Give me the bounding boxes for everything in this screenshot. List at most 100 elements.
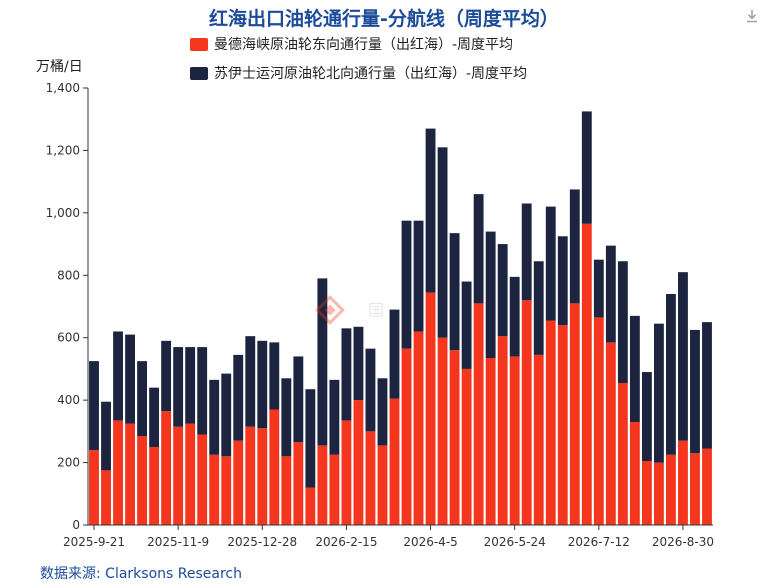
bar-mandeb [293,442,304,525]
bar-mandeb [209,454,220,525]
bar-mandeb [593,317,604,525]
bar-mandeb [197,434,208,525]
bar-suez [617,261,628,383]
bar-suez [533,261,544,355]
bar-mandeb [149,446,160,525]
bar-suez [437,147,448,338]
bar-suez [173,347,184,427]
bar-suez [401,220,412,349]
watermark-logo: 国 [315,295,384,325]
bar-suez [221,373,232,457]
y-tick-label: 1,200 [46,143,80,157]
bar-suez [137,361,148,437]
x-tick-label: 2026-8-30 [652,535,714,549]
bar-suez [678,272,688,441]
bar-suez [521,203,532,301]
bar-mandeb [702,448,712,525]
x-tick-label: 2026-2-15 [315,535,377,549]
bar-suez [305,389,316,488]
bar-suez [113,331,123,421]
download-icon[interactable] [744,8,760,24]
bar-mandeb [678,440,688,525]
legend-item-mandeb[interactable]: 曼德海峡原油轮东向通行量（出红海）-周度平均 [190,35,513,53]
y-tick-label: 400 [57,393,80,407]
bar-mandeb [173,426,184,525]
bar-mandeb [641,461,652,525]
bar-suez [473,194,484,304]
bar-mandeb [233,440,244,525]
legend-swatch-mandeb [190,37,208,51]
bar-suez [293,356,304,443]
y-tick-label: 1,400 [46,81,80,95]
bar-mandeb [257,428,268,525]
bar-suez [593,259,604,318]
bar-suez [629,315,640,422]
source-note: 数据来源: Clarksons Research [40,566,242,582]
bar-suez [161,340,172,412]
bar-suez [341,328,352,421]
legend-item-suez[interactable]: 苏伊士运河原油轮北向通行量（出红海）-周度平均 [190,64,527,82]
legend-swatch-suez [190,66,208,80]
bar-suez [185,347,196,424]
bar-mandeb [269,409,280,525]
bar-mandeb [365,431,376,525]
bar-mandeb [113,420,123,525]
bar-suez [209,379,220,455]
bar-suez [702,322,712,449]
bar-suez [149,387,160,447]
bar-mandeb [281,456,292,525]
x-tick-label: 2025-12-28 [227,535,297,549]
bar-suez [353,326,364,401]
bar-suez [581,111,592,224]
bar-mandeb [341,420,352,525]
bar-suez [233,354,244,441]
y-tick-label: 600 [57,331,80,345]
bar-mandeb [245,426,256,525]
bar-mandeb [473,303,484,525]
bar-mandeb [89,450,99,525]
y-tick-label: 1,000 [46,206,80,220]
y-tick-label: 200 [57,456,80,470]
bar-mandeb [629,421,640,525]
bar-mandeb [137,436,148,525]
bar-mandeb [317,445,328,525]
bar-mandeb [533,354,544,525]
bar-mandeb [221,456,232,525]
bar-mandeb [413,331,424,525]
bar-mandeb [461,368,472,525]
bar-suez [245,336,256,427]
bar-suez [125,334,135,424]
bar-mandeb [653,462,664,525]
bar-suez [425,128,436,293]
x-tick-label: 2026-7-12 [568,535,630,549]
watermark-text: 国 [368,303,384,320]
bar-mandeb [101,470,111,525]
x-tick-label: 2026-4-5 [403,535,457,549]
bar-mandeb [605,342,616,525]
bar-suez [329,379,340,455]
x-tick-label: 2026-5-24 [484,535,546,549]
bar-mandeb [449,350,460,525]
bar-mandeb [485,358,496,525]
bar-mandeb [185,423,196,525]
bar-suez [509,276,520,357]
bar-mandeb [497,336,508,525]
bar-suez [317,278,328,446]
bar-suez [89,361,99,451]
bar-suez [377,378,388,446]
bar-mandeb [581,223,592,525]
bar-mandeb [557,325,568,525]
legend-label-suez: 苏伊士运河原油轮北向通行量（出红海）-周度平均 [214,66,528,82]
bar-suez [605,245,616,343]
bar-mandeb [125,423,135,525]
bar-mandeb [521,300,532,525]
bar-mandeb [161,411,172,525]
bar-suez [557,236,568,326]
bar-suez [641,372,652,462]
bar-mandeb [329,454,340,525]
y-tick-label: 0 [72,518,80,532]
bar-mandeb [353,400,364,525]
x-tick-label: 2025-11-9 [147,535,209,549]
bar-suez [653,323,664,463]
y-tick-label: 800 [57,268,80,282]
